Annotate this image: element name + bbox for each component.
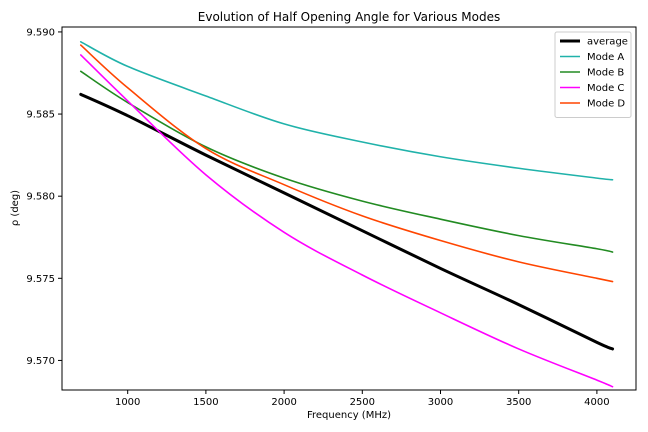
- y-axis-label: ρ (deg): [10, 190, 21, 226]
- x-tick-label: 1000: [115, 397, 140, 408]
- y-tick-label: 9.570: [26, 356, 55, 367]
- series-line-mode-a: [79, 40, 614, 181]
- legend-label: Mode B: [587, 68, 624, 79]
- x-tick-label: 2000: [271, 397, 296, 408]
- chart-title: Evolution of Half Opening Angle for Vari…: [198, 10, 500, 24]
- legend-label: Mode D: [587, 99, 625, 110]
- x-tick-label: 3500: [506, 397, 531, 408]
- legend-label: Mode C: [587, 83, 624, 94]
- legend-label: Mode A: [587, 52, 624, 63]
- plot-area: [61, 26, 637, 391]
- legend: average Mode A Mode B Mode C Mode D: [554, 31, 632, 118]
- series-layer: [79, 40, 615, 388]
- series-line-mode-c: [79, 54, 614, 388]
- x-axis-label: Frequency (MHz): [307, 410, 391, 421]
- y-tick-label: 9.575: [26, 274, 55, 285]
- y-tick-label: 9.580: [26, 192, 55, 203]
- x-axis: 1000 1500 2000 2500 3000 3500 4000: [115, 390, 610, 408]
- legend-box: [554, 31, 632, 118]
- series-line-mode-b: [79, 70, 614, 253]
- legend-label: average: [587, 37, 628, 48]
- series-line-mode-d: [79, 44, 614, 283]
- y-tick-label: 9.585: [26, 110, 55, 121]
- x-tick-label: 3000: [428, 397, 453, 408]
- y-axis: 9.570 9.575 9.580 9.585 9.590: [26, 27, 62, 367]
- x-tick-label: 1500: [193, 397, 218, 408]
- y-tick-label: 9.590: [26, 27, 55, 38]
- x-tick-label: 2500: [350, 397, 375, 408]
- x-tick-label: 4000: [584, 397, 609, 408]
